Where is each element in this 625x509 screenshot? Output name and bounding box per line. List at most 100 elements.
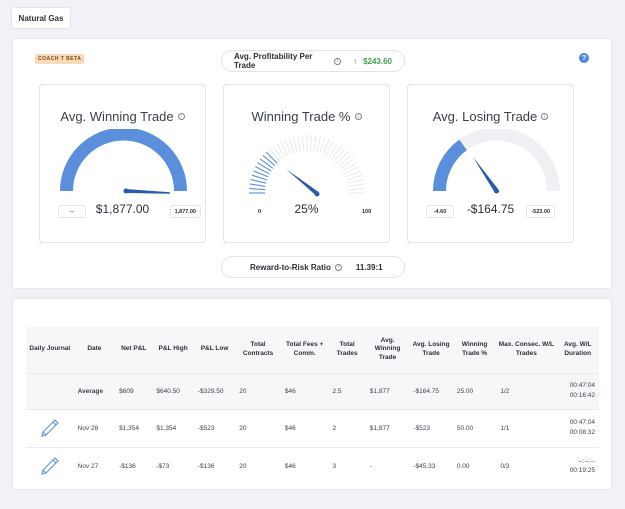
gauge-tick <box>328 143 338 158</box>
gauge-needle <box>126 189 170 194</box>
help-icon[interactable]: ? <box>579 53 589 63</box>
cell-date: Nov 28 <box>73 408 116 447</box>
duration-loss: 00:19:25 <box>569 467 595 475</box>
col-avg-duration[interactable]: Avg. W/L Duration <box>556 327 599 373</box>
gauge-tick <box>322 139 330 155</box>
avg-losing-trade-value: -$164.75 <box>466 202 515 216</box>
gauge-min-box: -4.60 <box>426 205 454 218</box>
gauge-min-box: -- <box>58 205 86 218</box>
col-avg-winning-trade[interactable]: Avg. Winning Trade <box>365 327 410 373</box>
cell-low: -$329.50 <box>193 372 236 409</box>
avg-winning-trade-value: $1,877.00 <box>95 202 150 216</box>
cell-contracts: 20 <box>235 446 281 485</box>
gauge-tick <box>292 136 298 153</box>
tab-natural-gas[interactable]: Natural Gas <box>11 7 71 29</box>
gauge-tick <box>262 154 276 167</box>
gauge-tick <box>333 148 346 162</box>
gauge-tick <box>251 174 268 181</box>
cell-contracts: 20 <box>235 408 281 447</box>
info-icon[interactable]: i <box>177 113 185 120</box>
cell-avg-loss: -$523 <box>409 408 453 447</box>
gauge-tick <box>342 162 357 172</box>
avg-losing-trade-card: Avg. Losing Trade i -4.60 -$164.75 -523.… <box>407 84 574 243</box>
gauge-tick <box>288 137 295 154</box>
col-winning-trade-pct[interactable]: Winning Trade % <box>452 327 497 373</box>
avg-profitability-label: Avg. Profitability Per Trade <box>234 52 313 70</box>
gauge-tick <box>336 151 349 164</box>
gauge-tick <box>309 135 313 152</box>
arrow-up-icon: ↑ <box>353 56 358 66</box>
gauge-title-text: Avg. Winning Trade <box>60 109 174 124</box>
gauge-tick <box>276 143 286 158</box>
gauge-tick <box>344 166 359 175</box>
pencil-icon[interactable] <box>39 417 61 439</box>
table-row: Nov 27 -$136 -$73 -$136 20 $46 3 - -$45.… <box>26 446 599 485</box>
col-pnl-high[interactable]: P&L High <box>152 327 194 373</box>
cell-win-pct: 50.00 <box>452 408 497 447</box>
info-icon[interactable]: i <box>354 113 362 120</box>
cell-high: -$73 <box>152 446 194 485</box>
info-icon[interactable]: i <box>334 263 342 271</box>
cell-net: -$136 <box>115 446 153 485</box>
reward-risk-pill: Reward-to-Risk Ratio i 11.39:1 <box>221 256 405 278</box>
cell-empty <box>26 372 74 409</box>
cell-contracts: 20 <box>235 372 281 409</box>
duration-loss: 00:16:42 <box>569 392 595 399</box>
pencil-icon[interactable] <box>39 455 61 477</box>
cell-consec: 1/2 <box>496 372 557 409</box>
table-header-row: Daily Journal Date Net P&L P&L High P&L … <box>26 327 599 373</box>
avg-losing-trade-title: Avg. Losing Trade i <box>408 109 573 124</box>
gauge-tick <box>249 187 266 191</box>
cell-avg-win: - <box>365 446 410 485</box>
gauge-pivot <box>314 191 320 197</box>
gauge-fill <box>433 129 560 192</box>
cell-net: $1,354 <box>115 408 153 447</box>
gauge-tick <box>250 178 267 184</box>
gauge-tick <box>340 158 355 169</box>
col-total-fees[interactable]: Total Fees + Comm. <box>280 327 329 373</box>
cell-duration: --:--:-- 00:19:25 <box>556 446 599 485</box>
cell-fees: $46 <box>280 372 329 409</box>
cell-average-label: Average <box>73 372 116 409</box>
gauge-tick <box>319 137 326 154</box>
avg-winning-trade-card: Avg. Winning Trade i -- $1,877.00 1,877.… <box>39 84 206 243</box>
cell-consec: 0/3 <box>496 446 557 485</box>
col-pnl-low[interactable]: P&L Low <box>193 327 236 373</box>
cell-high: $640.50 <box>152 372 194 409</box>
gauge-tick <box>347 178 364 184</box>
cell-consec: 1/1 <box>496 408 557 447</box>
gauge-max-label: 100 <box>362 209 372 215</box>
info-icon[interactable]: i <box>541 113 549 120</box>
cell-low: -$136 <box>193 446 236 485</box>
gauge-tick <box>253 170 269 178</box>
gauge-tick <box>325 141 334 156</box>
gauge-pivot <box>494 188 499 194</box>
col-date[interactable]: Date <box>73 327 116 373</box>
winning-trade-pct-gauge <box>249 135 365 197</box>
col-max-consec[interactable]: Max. Consec. W/L Trades <box>496 327 557 373</box>
info-icon[interactable]: i <box>334 57 342 65</box>
cell-win-pct: 0.00 <box>452 446 497 485</box>
winning-trade-pct-card: Winning Trade % i 0 25% 100 <box>223 84 390 243</box>
col-total-contracts[interactable]: Total Contracts <box>235 327 281 373</box>
cell-high: $1,354 <box>152 408 194 447</box>
gauge-tick <box>257 162 272 172</box>
cell-trades: 2.5 <box>328 372 366 409</box>
cell-win-pct: 25.00 <box>452 372 497 409</box>
cell-trades: 2 <box>328 408 366 447</box>
avg-winning-trade-gauge <box>60 129 187 194</box>
gauge-pivot <box>123 188 129 194</box>
avg-profitability-pill: Avg. Profitability Per Trade i ↑ $243.60 <box>221 50 405 72</box>
col-total-trades[interactable]: Total Trades <box>328 327 366 373</box>
cell-fees: $46 <box>280 446 329 485</box>
col-net-pnl[interactable]: Net P&L <box>115 327 153 373</box>
gauge-title-text: Avg. Losing Trade <box>432 109 538 124</box>
cell-avg-loss: -$164.75 <box>409 372 453 409</box>
winning-trade-pct-value: 25% <box>294 202 319 216</box>
gauge-tick <box>255 166 270 175</box>
daily-stats-panel: Daily Journal Date Net P&L P&L High P&L … <box>12 298 612 490</box>
col-avg-losing-trade[interactable]: Avg. Losing Trade <box>409 327 453 373</box>
gauge-needle <box>473 157 498 193</box>
cell-avg-win: $1,877 <box>365 372 410 409</box>
col-daily-journal[interactable]: Daily Journal <box>26 327 74 373</box>
